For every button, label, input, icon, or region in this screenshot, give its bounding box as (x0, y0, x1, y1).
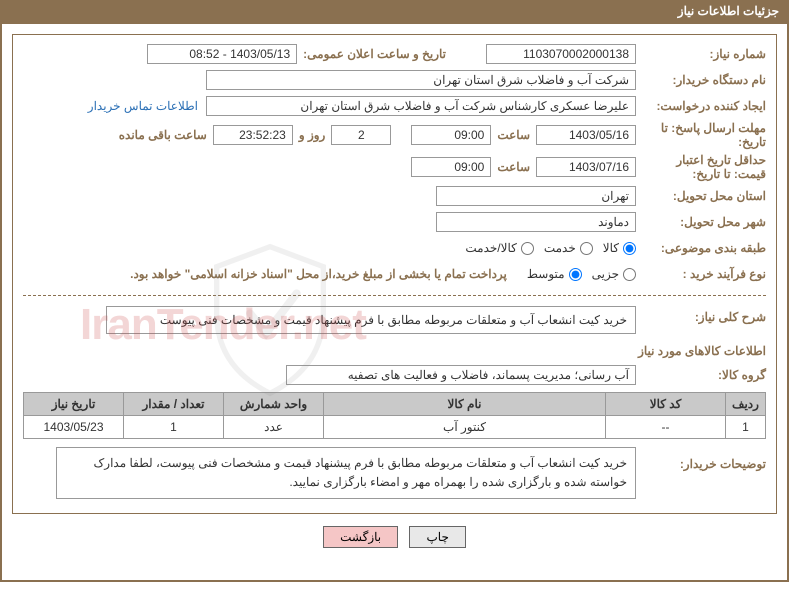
category-label: طبقه بندی موضوعی: (636, 241, 766, 255)
back-button[interactable]: بازگشت (323, 526, 398, 548)
print-button[interactable]: چاپ (409, 526, 465, 548)
deliv-province-label: استان محل تحویل: (636, 189, 766, 203)
reply-deadline-label: مهلت ارسال پاسخ: تا تاریخ: (636, 121, 766, 149)
proc-partial-radio[interactable] (623, 268, 636, 281)
row-deliv-city: شهر محل تحویل: دماوند (23, 211, 766, 233)
cat-both-radio[interactable] (521, 242, 534, 255)
items-table-body: 1 -- کنتور آب عدد 1 1403/05/23 (24, 416, 766, 439)
row-category: طبقه بندی موضوعی: کالا خدمت کالا/خدمت (23, 237, 766, 259)
table-row: 1 -- کنتور آب عدد 1 1403/05/23 (24, 416, 766, 439)
buyer-notes-label: توضیحات خریدار: (636, 447, 766, 471)
category-radio-group: کالا خدمت کالا/خدمت (465, 241, 636, 255)
cat-both-option[interactable]: کالا/خدمت (465, 241, 533, 255)
cat-service-option[interactable]: خدمت (544, 241, 593, 255)
th-code: کد کالا (606, 393, 726, 416)
proc-medium-option[interactable]: متوسط (527, 267, 582, 281)
time-label-2: ساعت (497, 160, 530, 174)
row-buyer-notes: توضیحات خریدار: خرید کیت انشعاب آب و متع… (23, 447, 766, 499)
proc-partial-label: جزیی (592, 267, 619, 281)
row-deliv-province: استان محل تحویل: تهران (23, 185, 766, 207)
min-validity-label: حداقل تاریخ اعتبار قیمت: تا تاریخ: (636, 153, 766, 181)
requester-field: علیرضا عسکری کارشناس شرکت آب و فاضلاب شر… (206, 96, 636, 116)
row-requester: ایجاد کننده درخواست: علیرضا عسکری کارشنا… (23, 95, 766, 117)
days-remaining-field: 2 (331, 125, 391, 145)
cat-goods-label: کالا (603, 241, 619, 255)
cell-qty: 1 (124, 416, 224, 439)
title-bar: جزئیات اطلاعات نیاز (0, 0, 789, 22)
need-no-field: 1103070002000138 (486, 44, 636, 64)
cat-goods-option[interactable]: کالا (603, 241, 636, 255)
deliv-city-field: دماوند (436, 212, 636, 232)
main-frame: شماره نیاز: 1103070002000138 تاریخ و ساع… (0, 22, 789, 582)
th-qty: تعداد / مقدار (124, 393, 224, 416)
cell-code: -- (606, 416, 726, 439)
row-goods-group: گروه کالا: آب رسانی؛ مدیریت پسماند، فاضل… (23, 364, 766, 386)
proc-partial-option[interactable]: جزیی (592, 267, 636, 281)
cat-service-radio[interactable] (580, 242, 593, 255)
announce-label: تاریخ و ساعت اعلان عمومی: (303, 47, 446, 61)
divider-1 (23, 295, 766, 296)
proc-type-radio-group: جزیی متوسط (527, 267, 636, 281)
row-reply-deadline: مهلت ارسال پاسخ: تا تاریخ: 1403/05/16 سا… (23, 121, 766, 149)
time-label-1: ساعت (497, 128, 530, 142)
reply-date-field: 1403/05/16 (536, 125, 636, 145)
cat-both-label: کالا/خدمت (465, 241, 516, 255)
deliv-province-field: تهران (436, 186, 636, 206)
buyer-org-label: نام دستگاه خریدار: (636, 73, 766, 87)
proc-medium-radio[interactable] (569, 268, 582, 281)
buyer-notes-box: خرید کیت انشعاب آب و متعلقات مربوطه مطاب… (56, 447, 636, 499)
row-need-number: شماره نیاز: 1103070002000138 تاریخ و ساع… (23, 43, 766, 65)
page-title: جزئیات اطلاعات نیاز (678, 4, 779, 18)
proc-type-label: نوع فرآیند خرید : (636, 267, 766, 281)
cell-name: کنتور آب (324, 416, 606, 439)
overall-desc-box: خرید کیت انشعاب آب و متعلقات مربوطه مطاب… (106, 306, 636, 334)
th-unit: واحد شمارش (224, 393, 324, 416)
items-table: ردیف کد کالا نام کالا واحد شمارش تعداد /… (23, 392, 766, 439)
buyer-contact-link[interactable]: اطلاعات تماس خریدار (88, 99, 198, 113)
content-box: شماره نیاز: 1103070002000138 تاریخ و ساع… (12, 34, 777, 514)
announce-field: 1403/05/13 - 08:52 (147, 44, 297, 64)
row-proc-type: نوع فرآیند خرید : جزیی متوسط پرداخت تمام… (23, 263, 766, 285)
remaining-label: ساعت باقی مانده (119, 128, 207, 142)
min-validity-time-field: 09:00 (411, 157, 491, 177)
cat-service-label: خدمت (544, 241, 576, 255)
th-date: تاریخ نیاز (24, 393, 124, 416)
buyer-org-field: شرکت آب و فاضلاب شرق استان تهران (206, 70, 636, 90)
proc-medium-label: متوسط (527, 267, 565, 281)
row-buyer-org: نام دستگاه خریدار: شرکت آب و فاضلاب شرق … (23, 69, 766, 91)
th-name: نام کالا (324, 393, 606, 416)
min-validity-date-field: 1403/07/16 (536, 157, 636, 177)
goods-group-field: آب رسانی؛ مدیریت پسماند، فاضلاب و فعالیت… (286, 365, 636, 385)
cell-unit: عدد (224, 416, 324, 439)
days-and-label: روز و (299, 128, 326, 142)
button-row: چاپ بازگشت (12, 526, 777, 548)
cell-row: 1 (726, 416, 766, 439)
goods-group-label: گروه کالا: (636, 368, 766, 382)
items-section-title: اطلاعات کالاهای مورد نیاز (23, 344, 766, 358)
countdown-field: 23:52:23 (213, 125, 293, 145)
cat-goods-radio[interactable] (623, 242, 636, 255)
overall-desc-label: شرح کلی نیاز: (636, 306, 766, 324)
requester-label: ایجاد کننده درخواست: (636, 99, 766, 113)
cell-date: 1403/05/23 (24, 416, 124, 439)
row-overall-desc: شرح کلی نیاز: خرید کیت انشعاب آب و متعلق… (23, 306, 766, 334)
payment-note: پرداخت تمام یا بخشی از مبلغ خرید،از محل … (130, 267, 507, 281)
items-table-head: ردیف کد کالا نام کالا واحد شمارش تعداد /… (24, 393, 766, 416)
deliv-city-label: شهر محل تحویل: (636, 215, 766, 229)
row-min-validity: حداقل تاریخ اعتبار قیمت: تا تاریخ: 1403/… (23, 153, 766, 181)
th-row: ردیف (726, 393, 766, 416)
need-no-label: شماره نیاز: (636, 47, 766, 61)
reply-time-field: 09:00 (411, 125, 491, 145)
